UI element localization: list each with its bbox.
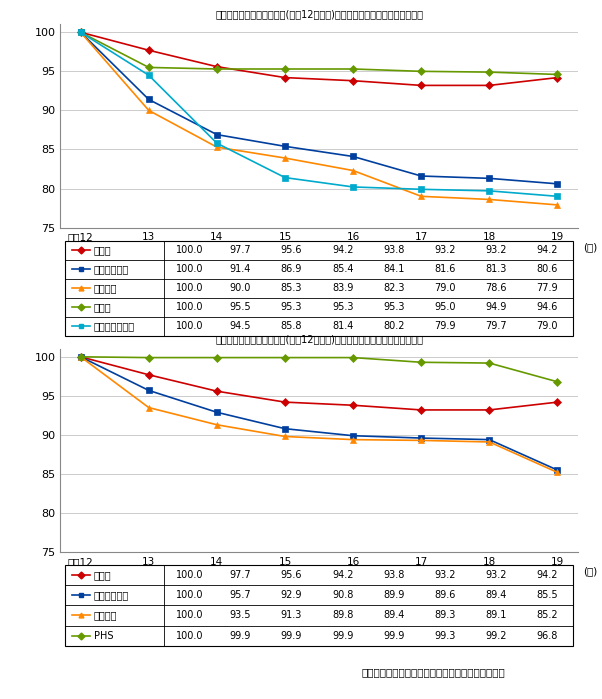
Text: 79.9: 79.9 xyxy=(434,322,456,331)
Text: 95.3: 95.3 xyxy=(281,303,302,312)
Text: 100.0: 100.0 xyxy=(176,590,203,600)
Text: 92.9: 92.9 xyxy=(281,590,302,600)
Text: 90.8: 90.8 xyxy=(332,590,353,600)
Text: 93.2: 93.2 xyxy=(485,570,507,579)
Text: 81.4: 81.4 xyxy=(332,322,353,331)
Text: 100.0: 100.0 xyxy=(176,283,203,294)
Text: 85.4: 85.4 xyxy=(332,264,353,274)
Text: 100.0: 100.0 xyxy=(176,322,203,331)
Text: 99.9: 99.9 xyxy=(281,630,302,641)
Text: 84.1: 84.1 xyxy=(383,264,405,274)
Text: 95.3: 95.3 xyxy=(383,303,405,312)
Text: 100.0: 100.0 xyxy=(176,630,203,641)
Text: 95.6: 95.6 xyxy=(281,570,302,579)
Text: 95.6: 95.6 xyxy=(281,245,302,255)
Text: 99.3: 99.3 xyxy=(434,630,456,641)
Text: 日本銀行「企業向けサービス価格指数」により作成: 日本銀行「企業向けサービス価格指数」により作成 xyxy=(361,667,505,677)
Text: 89.4: 89.4 xyxy=(485,590,507,600)
Text: 94.2: 94.2 xyxy=(332,570,353,579)
Text: 100.0: 100.0 xyxy=(176,264,203,274)
Text: 100.0: 100.0 xyxy=(176,303,203,312)
Text: 83.9: 83.9 xyxy=(332,283,353,294)
Text: 94.9: 94.9 xyxy=(485,303,507,312)
Text: 99.9: 99.9 xyxy=(332,630,353,641)
Text: 94.2: 94.2 xyxy=(536,570,558,579)
Text: 81.3: 81.3 xyxy=(485,264,507,274)
Text: 専用線: 専用線 xyxy=(94,303,111,312)
Text: 固定電気通信: 固定電気通信 xyxy=(94,264,129,274)
Text: 94.6: 94.6 xyxy=(536,303,558,312)
Text: 97.7: 97.7 xyxy=(229,570,251,579)
Text: 85.2: 85.2 xyxy=(536,610,558,621)
Text: 移動電気通信: 移動電気通信 xyxy=(94,590,129,600)
Text: 89.3: 89.3 xyxy=(434,610,456,621)
Text: 95.7: 95.7 xyxy=(229,590,251,600)
Text: 93.2: 93.2 xyxy=(434,570,456,579)
Text: 89.8: 89.8 xyxy=(332,610,353,621)
Text: 総平均: 総平均 xyxy=(94,570,111,579)
Title: 企業向けサービス価格指数(平成12年基準)における移動通信料金水準の推移: 企業向けサービス価格指数(平成12年基準)における移動通信料金水準の推移 xyxy=(215,334,423,344)
Text: 91.4: 91.4 xyxy=(230,264,251,274)
Text: 93.8: 93.8 xyxy=(383,570,405,579)
Text: 80.2: 80.2 xyxy=(383,322,405,331)
Title: 企業向けサービス価格指数(平成12年基準)における固定通信料金水準の推移: 企業向けサービス価格指数(平成12年基準)における固定通信料金水準の推移 xyxy=(215,10,423,20)
Text: PHS: PHS xyxy=(94,630,113,641)
Text: 固定電話: 固定電話 xyxy=(94,283,117,294)
Text: 86.9: 86.9 xyxy=(281,264,302,274)
Text: 94.2: 94.2 xyxy=(536,245,558,255)
Text: 100.0: 100.0 xyxy=(176,610,203,621)
Text: 89.6: 89.6 xyxy=(434,590,456,600)
Text: 78.6: 78.6 xyxy=(485,283,507,294)
Text: 99.2: 99.2 xyxy=(485,630,507,641)
Text: 91.3: 91.3 xyxy=(281,610,302,621)
Text: 85.5: 85.5 xyxy=(536,590,558,600)
Text: 79.7: 79.7 xyxy=(485,322,507,331)
Text: 93.8: 93.8 xyxy=(383,245,405,255)
Text: 90.0: 90.0 xyxy=(230,283,251,294)
Text: 100.0: 100.0 xyxy=(176,245,203,255)
Text: 85.8: 85.8 xyxy=(281,322,302,331)
Text: 94.5: 94.5 xyxy=(230,322,251,331)
Text: 100.0: 100.0 xyxy=(176,570,203,579)
Text: 89.1: 89.1 xyxy=(485,610,507,621)
Text: 89.9: 89.9 xyxy=(383,590,405,600)
Text: 85.3: 85.3 xyxy=(281,283,302,294)
Text: 79.0: 79.0 xyxy=(536,322,558,331)
Text: 77.9: 77.9 xyxy=(536,283,558,294)
Text: 固定データ伝送: 固定データ伝送 xyxy=(94,322,135,331)
Text: 79.0: 79.0 xyxy=(434,283,456,294)
Text: 99.9: 99.9 xyxy=(230,630,251,641)
Text: 93.2: 93.2 xyxy=(434,245,456,255)
Text: 82.3: 82.3 xyxy=(383,283,405,294)
Text: 95.5: 95.5 xyxy=(229,303,251,312)
Text: 95.0: 95.0 xyxy=(434,303,456,312)
Text: 81.6: 81.6 xyxy=(434,264,456,274)
Text: 89.4: 89.4 xyxy=(383,610,405,621)
Text: 93.5: 93.5 xyxy=(230,610,251,621)
Text: 80.6: 80.6 xyxy=(536,264,558,274)
Text: 96.8: 96.8 xyxy=(536,630,558,641)
Text: 99.9: 99.9 xyxy=(383,630,405,641)
Text: 97.7: 97.7 xyxy=(229,245,251,255)
Text: (年): (年) xyxy=(583,566,597,577)
Text: (年): (年) xyxy=(583,242,597,252)
Text: 総平均: 総平均 xyxy=(94,245,111,255)
Text: 93.2: 93.2 xyxy=(485,245,507,255)
Text: 携帯電話: 携帯電話 xyxy=(94,610,117,621)
Text: 94.2: 94.2 xyxy=(332,245,353,255)
Text: 95.3: 95.3 xyxy=(332,303,353,312)
